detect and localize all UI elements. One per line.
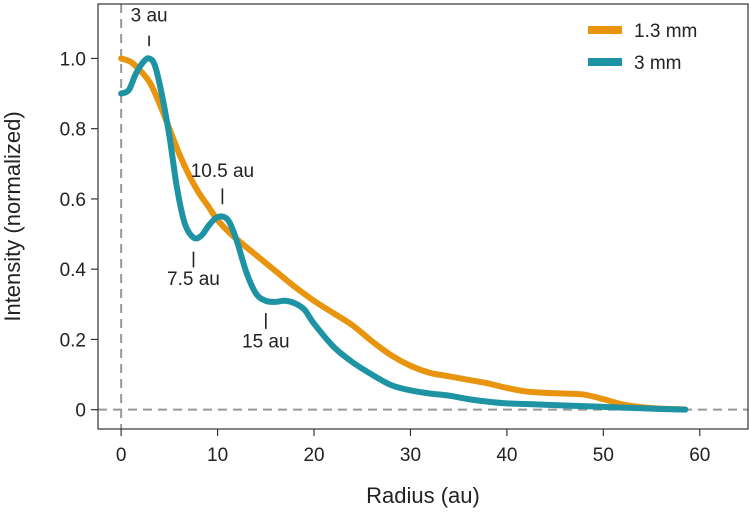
- x-axis: 0 10 20 30 40 50 60: [116, 429, 710, 466]
- legend: 1.3 mm 3 mm: [588, 21, 697, 74]
- annotation-label: 3 au: [131, 6, 168, 27]
- annotation-label: 15 au: [242, 332, 290, 353]
- legend-label: 3 mm: [634, 53, 682, 74]
- annotation-label: 7.5 au: [167, 269, 220, 290]
- x-tick-label: 50: [593, 445, 614, 466]
- y-axis-title: Intensity (normalized): [0, 111, 25, 321]
- x-tick-label: 10: [207, 445, 228, 466]
- y-tick-label: 0.4: [60, 260, 87, 281]
- y-tick-label: 0.8: [60, 120, 86, 141]
- y-tick-label: 0: [75, 401, 86, 422]
- x-tick-label: 20: [303, 445, 324, 466]
- x-tick-label: 60: [689, 445, 710, 466]
- series-line-1-3mm: [118, 55, 689, 413]
- annotation-label: 10.5 au: [191, 161, 254, 182]
- y-tick-label: 0.6: [60, 190, 86, 211]
- x-tick-label: 0: [116, 445, 127, 466]
- x-tick-label: 30: [400, 445, 421, 466]
- plot-frame: [97, 3, 749, 430]
- series-layer: [118, 55, 689, 413]
- annotations-layer: 3 au 10.5 au 7.5 au 15 au: [131, 6, 290, 353]
- series-line-3mm: [118, 55, 689, 413]
- y-tick-label: 1.0: [60, 49, 86, 70]
- y-axis: 0 0.2 0.4 0.6 0.8 1.0: [60, 49, 98, 422]
- y-tick-label: 0.2: [60, 330, 86, 351]
- x-axis-title: Radius (au): [366, 483, 480, 508]
- legend-label: 1.3 mm: [634, 21, 697, 42]
- x-tick-label: 40: [496, 445, 517, 466]
